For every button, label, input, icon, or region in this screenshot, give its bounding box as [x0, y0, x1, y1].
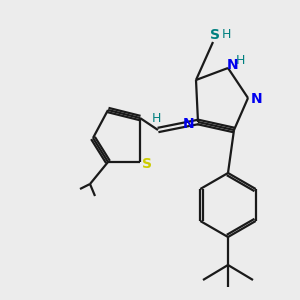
Text: N: N: [227, 58, 239, 72]
Text: H: H: [235, 53, 245, 67]
Text: H: H: [221, 28, 231, 41]
Text: S: S: [210, 28, 220, 42]
Text: N: N: [183, 117, 195, 131]
Text: S: S: [142, 157, 152, 171]
Text: N: N: [251, 92, 263, 106]
Text: H: H: [151, 112, 161, 124]
